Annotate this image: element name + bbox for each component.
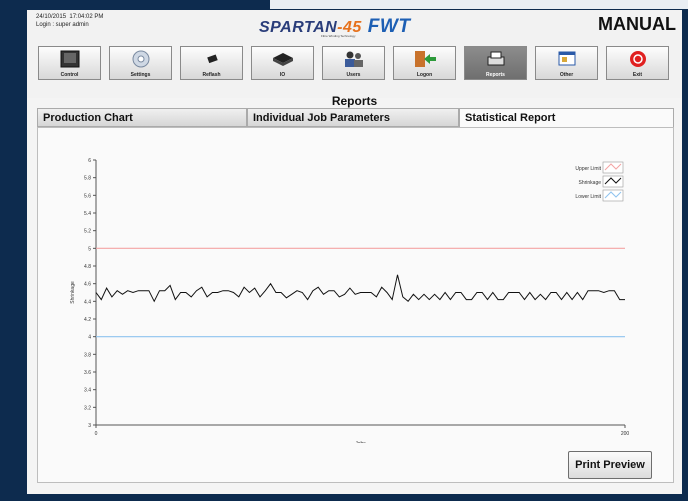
control-button[interactable]: Control xyxy=(38,46,101,80)
tab-statistical-report[interactable]: Statistical Report xyxy=(459,108,674,128)
y-tick-label: 3.2 xyxy=(84,405,91,411)
legend-swatch-box xyxy=(602,175,624,188)
io-device-icon xyxy=(272,53,293,66)
main-toolbar: Control Settings Reflash IO Users xyxy=(38,46,678,82)
tab-individual-job-parameters[interactable]: Individual Job Parameters xyxy=(247,108,459,127)
io-button[interactable]: IO xyxy=(251,46,314,80)
print-preview-button[interactable]: Print Preview xyxy=(568,451,652,479)
x-tick-label: 0 xyxy=(95,431,98,437)
shrinkage-chart: 3 3.2 3.4 3.6 3.8 4 4.2 4.4 4.6 4.8 5 5.2 5.4 5.6 5.8 6… xyxy=(70,158,630,443)
top-strip xyxy=(270,0,688,9)
y-axis-label: Shrinkage xyxy=(70,281,76,304)
x-tick-label: 200 xyxy=(621,431,630,437)
y-tick-label: 4 xyxy=(88,335,91,341)
logon-button[interactable]: Logon xyxy=(393,46,456,80)
y-tick-label: 5.6 xyxy=(84,193,91,199)
report-tabs: Production Chart Individual Job Paramete… xyxy=(37,108,674,128)
reflash-chip-icon xyxy=(206,54,218,64)
y-tick-label: 3.6 xyxy=(84,370,91,376)
control-panel-icon xyxy=(60,50,79,68)
mode-indicator: MANUAL xyxy=(598,14,676,34)
reflash-button[interactable]: Reflash xyxy=(180,46,243,80)
legend-swatch-line xyxy=(604,163,622,171)
settings-gear-icon xyxy=(132,50,149,68)
datetime-block: 24/10/2015 17:04:02 PM Login : super adm… xyxy=(36,13,103,29)
login-text: Login : super admin xyxy=(36,22,89,28)
date-text: 24/10/2015 xyxy=(36,14,67,20)
reports-button[interactable]: Reports xyxy=(464,46,527,80)
page-title: Reports xyxy=(331,94,378,108)
other-window-icon xyxy=(558,51,575,66)
header-bar: 24/10/2015 17:04:02 PM Login : super adm… xyxy=(27,10,682,98)
tab-production-chart[interactable]: Production Chart xyxy=(37,108,247,127)
settings-button[interactable]: Settings xyxy=(109,46,172,80)
legend-swatch-line xyxy=(604,191,622,199)
other-button[interactable]: Other xyxy=(535,46,598,80)
exit-power-icon xyxy=(629,51,646,67)
y-tick-label: 6 xyxy=(88,158,91,164)
y-tick-label: 5.8 xyxy=(84,176,91,182)
spartan-fwt-logo: SPARTAN-45 FWT Fibre Winding Technology xyxy=(259,16,411,38)
legend-label: Lower Limit xyxy=(575,194,601,200)
y-tick-label: 3.8 xyxy=(84,352,91,358)
reports-printer-icon xyxy=(487,51,504,66)
shrinkage-line xyxy=(95,274,625,303)
y-tick-label: 5.2 xyxy=(84,229,91,235)
legend-label: Shrinkage xyxy=(578,180,601,186)
y-tick-label: 4.4 xyxy=(84,299,91,305)
y-tick-label: 5.4 xyxy=(84,211,91,217)
y-tick-label: 4.2 xyxy=(84,317,91,323)
y-tick-label: 3 xyxy=(88,423,91,429)
y-tick-label: 5 xyxy=(88,246,91,252)
y-tick-label: 4.8 xyxy=(84,264,91,270)
legend-label: Upper Limit xyxy=(575,166,601,172)
time-text: 17:04:02 PM xyxy=(69,14,104,20)
logon-door-icon xyxy=(414,51,436,67)
x-axis-label: Jobs xyxy=(355,441,366,443)
legend-swatch-box xyxy=(602,161,624,174)
statistical-report-panel: 3 3.2 3.4 3.6 3.8 4 4.2 4.4 4.6 4.8 5 5.2 5.4 5.6 5.8 6… xyxy=(37,127,674,483)
y-tick-label: 4.6 xyxy=(84,282,91,288)
y-tick-label: 3.4 xyxy=(84,388,91,394)
legend-swatch-line xyxy=(604,177,622,185)
hmi-screen: 24/10/2015 17:04:02 PM Login : super adm… xyxy=(27,10,682,494)
exit-button[interactable]: Exit xyxy=(606,46,669,80)
legend-swatch-box xyxy=(602,189,624,202)
users-icon xyxy=(344,51,363,67)
users-button[interactable]: Users xyxy=(322,46,385,80)
